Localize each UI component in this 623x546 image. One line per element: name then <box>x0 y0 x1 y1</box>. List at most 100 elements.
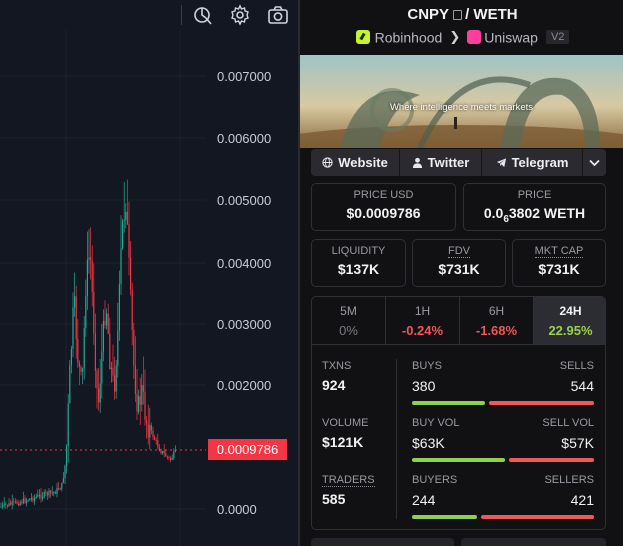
sell-vol-value: $57K <box>561 435 594 451</box>
candle-body <box>131 289 133 330</box>
robinhood-chain-icon <box>355 30 370 45</box>
price-usd-box: PRICE USD $0.0009786 <box>311 183 456 231</box>
candle-body <box>99 383 101 403</box>
candle-body <box>166 456 168 458</box>
candle-body <box>162 451 164 454</box>
action-button-left[interactable] <box>311 538 454 546</box>
candle-body <box>22 498 24 504</box>
sellers-bar-fill <box>480 515 594 519</box>
current-price-tag: 0.0009786 <box>208 439 287 460</box>
fdv-label[interactable]: FDV <box>448 245 470 258</box>
candle-body <box>32 498 34 501</box>
chain-name[interactable]: Robinhood <box>374 29 443 46</box>
base-token-symbol: CNPY <box>407 6 450 23</box>
tab-label: 24H <box>559 304 582 318</box>
candle-body <box>128 224 130 258</box>
candle-body <box>154 437 156 440</box>
candle-body <box>142 385 144 392</box>
version-badge: V2 <box>545 30 570 45</box>
stats-divider <box>396 359 397 519</box>
candle-body <box>54 492 56 494</box>
candle-body <box>53 492 55 494</box>
candle-body <box>64 466 66 479</box>
candle-body <box>130 257 132 290</box>
candle-body <box>80 366 82 372</box>
candle-body <box>133 329 135 366</box>
candle-body <box>58 487 60 490</box>
tab-5m[interactable]: 5M 0% <box>312 297 386 344</box>
candle-body <box>83 327 85 369</box>
volume-value: $121K <box>322 434 364 450</box>
sells-label: SELLS <box>559 360 594 372</box>
mktcap-label[interactable]: MKT CAP <box>534 245 584 258</box>
tab-6h[interactable]: 6H -1.68% <box>460 297 534 344</box>
candle-body <box>104 320 106 326</box>
twitter-button[interactable]: Twitter <box>400 149 482 176</box>
candle-body <box>138 396 140 412</box>
candle-body <box>21 502 23 504</box>
tab-label: 5M <box>340 304 357 318</box>
candle-body <box>109 333 111 369</box>
more-links-button[interactable] <box>583 149 606 176</box>
candle-body <box>136 394 138 412</box>
chart-toolbar <box>0 0 298 30</box>
candle-body <box>24 498 26 503</box>
candle-body <box>43 492 45 497</box>
candle-body <box>59 488 61 490</box>
candlestick-area[interactable] <box>0 30 298 546</box>
candle-body <box>13 501 15 503</box>
price-chart[interactable]: 0.007000 0.006000 0.005000 0.004000 0.00… <box>0 0 298 546</box>
copy-icon[interactable] <box>453 10 463 20</box>
buyvol-sellvol-bar <box>412 458 594 462</box>
candle-body <box>16 501 18 504</box>
price-native-zeros: 6 <box>503 213 509 225</box>
tab-24h[interactable]: 24H 22.95% <box>534 297 605 344</box>
replay-icon[interactable] <box>192 4 214 26</box>
buys-sells-split: BUYS SELLS 380 544 <box>412 360 594 405</box>
sellers-label: SELLERS <box>544 474 594 486</box>
y-axis-label: 0.006000 <box>217 131 272 146</box>
buys-bar-fill <box>412 401 485 405</box>
y-axis-label: 0.002000 <box>217 378 272 393</box>
candle-body <box>50 490 52 493</box>
candle-body <box>70 348 72 366</box>
buy-vol-label: BUY VOL <box>412 417 460 429</box>
telegram-button[interactable]: Telegram <box>482 149 583 176</box>
candle-body <box>10 503 12 505</box>
candle-body <box>51 492 53 494</box>
twitter-label: Twitter <box>427 155 470 170</box>
txns-value: 924 <box>322 377 346 393</box>
candle-body <box>34 497 36 501</box>
candle-body <box>26 500 28 503</box>
buys-label: BUYS <box>412 360 442 372</box>
candle-body <box>170 457 172 460</box>
website-button[interactable]: Website <box>311 149 400 176</box>
price-native-prefix: 0.0 <box>483 205 504 221</box>
candle-body <box>173 451 175 459</box>
tab-1h[interactable]: 1H -0.24% <box>386 297 460 344</box>
buyers-value: 244 <box>412 492 436 508</box>
candle-body <box>18 503 20 506</box>
settings-icon[interactable] <box>229 4 251 26</box>
candle-body <box>106 313 108 326</box>
candle-body <box>11 501 13 505</box>
candle-body <box>61 482 63 489</box>
traders-label[interactable]: TRADERS <box>322 474 375 487</box>
txns-label: TXNS <box>322 360 352 372</box>
camera-icon[interactable] <box>267 4 289 26</box>
price-native-value: 0.063802 WETH <box>464 205 605 225</box>
candle-body <box>56 487 58 494</box>
candle-body <box>171 458 173 460</box>
sell-vol-label: SELL VOL <box>542 417 594 429</box>
dex-name[interactable]: Uniswap <box>484 29 538 46</box>
candle-body <box>74 296 76 308</box>
candle-body <box>78 362 80 367</box>
candle-body <box>117 330 119 366</box>
sells-value: 544 <box>570 378 594 394</box>
sell-vol-bar-fill <box>508 458 594 462</box>
social-links: Website Twitter Telegram <box>311 149 606 176</box>
candle-body <box>93 291 95 334</box>
price-change: -1.68% <box>475 323 518 338</box>
action-button-right[interactable] <box>461 538 606 546</box>
telegram-label: Telegram <box>511 155 569 170</box>
